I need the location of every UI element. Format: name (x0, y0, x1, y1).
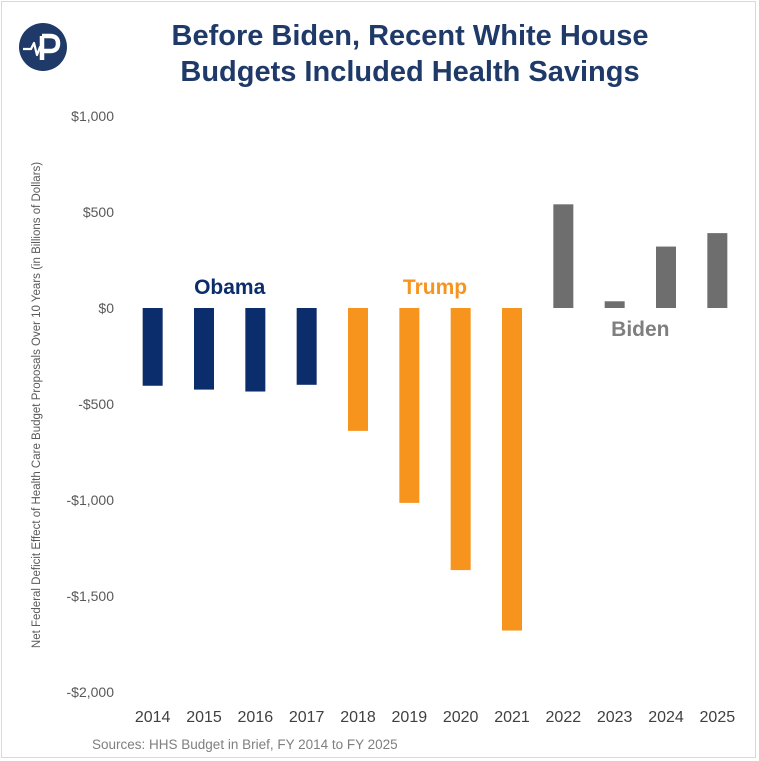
annotation-trump: Trump (403, 276, 467, 299)
bar-2021 (502, 308, 522, 631)
x-tick-label: 2024 (648, 709, 684, 726)
bar-2020 (450, 308, 471, 571)
bar-2019 (399, 308, 420, 503)
chart-title-line-1: Before Biden, Recent White House (171, 20, 649, 52)
annotation-obama: Obama (194, 276, 266, 299)
y-tick-label: $0 (98, 300, 114, 316)
bar-2016 (245, 308, 266, 392)
bar-2015 (194, 308, 214, 390)
y-tick-label: -$1,000 (67, 492, 115, 508)
source-note: Sources: HHS Budget in Brief, FY 2014 to… (92, 737, 398, 752)
x-tick-label: 2016 (238, 709, 274, 726)
y-tick-label: -$2,000 (67, 684, 115, 700)
bar-2018 (348, 308, 368, 431)
y-tick-label: -$500 (78, 396, 114, 412)
x-tick-label: 2014 (135, 709, 171, 726)
chart-title: Before Biden, Recent White House Budgets… (80, 18, 740, 90)
bar-2023 (604, 301, 625, 308)
x-tick-label: 2021 (494, 709, 530, 726)
y-tick-label: $1,000 (71, 108, 114, 124)
x-tick-label: 2022 (546, 709, 582, 726)
y-tick-label: -$1,500 (67, 588, 115, 604)
x-tick-label: 2017 (289, 709, 325, 726)
x-tick-label: 2020 (443, 709, 479, 726)
x-tick-label: 2023 (597, 709, 633, 726)
chart-title-line-2: Budgets Included Health Savings (180, 56, 640, 88)
x-tick-label: 2018 (340, 709, 376, 726)
bar-2022 (553, 204, 574, 308)
bar-2017 (296, 308, 317, 385)
x-tick-label: 2019 (392, 709, 428, 726)
annotation-biden: Biden (611, 318, 669, 341)
x-tick-label: 2015 (186, 709, 222, 726)
bar-2024 (656, 246, 676, 308)
y-tick-label: $500 (83, 204, 114, 220)
x-tick-label: 2025 (700, 709, 736, 726)
kff-p-logo-icon (19, 23, 67, 71)
bar-2014 (142, 308, 163, 386)
bar-2025 (707, 233, 728, 308)
